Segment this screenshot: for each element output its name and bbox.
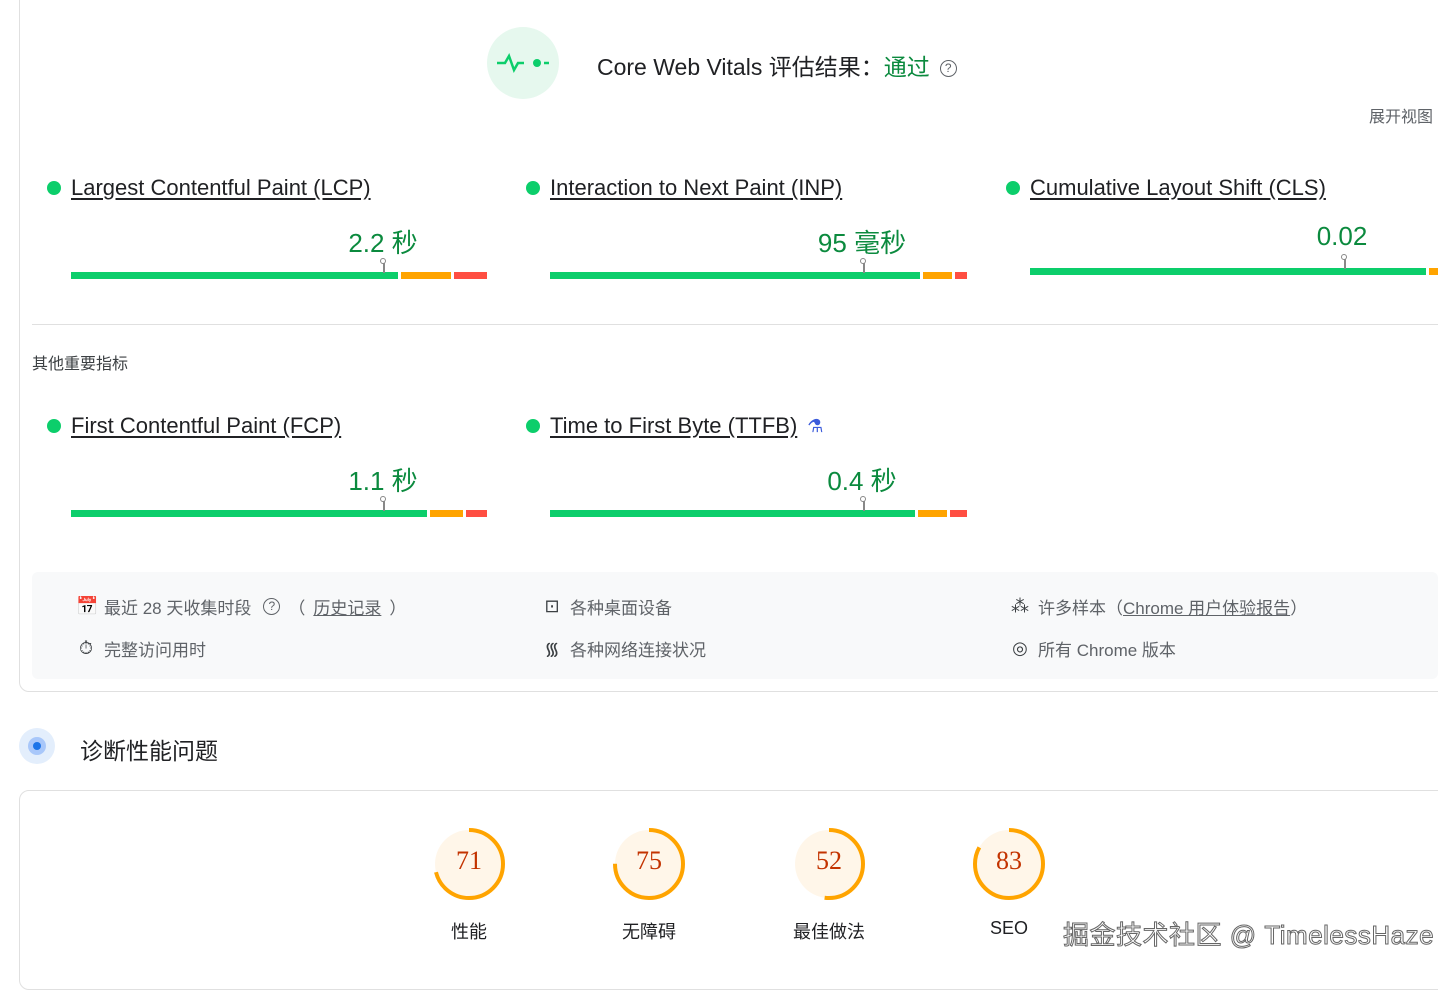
- visit-duration: 完整访问用时: [104, 641, 206, 660]
- p75-marker: [380, 258, 386, 273]
- lighthouse-scores-card: [19, 790, 1438, 990]
- poor-segment: [466, 510, 487, 517]
- chrome-icon: ◎: [1012, 638, 1028, 658]
- good-segment: [550, 272, 920, 279]
- other-metrics-title: 其他重要指标: [32, 356, 129, 373]
- metric-link[interactable]: Time to First Byte (TTFB): [550, 413, 798, 438]
- score-label: 性能: [451, 922, 487, 942]
- crux-link[interactable]: Chrome 用户体验报告: [1123, 599, 1291, 618]
- poor-segment: [950, 510, 967, 517]
- metric-value: 1.1 秒: [348, 466, 418, 496]
- score-gauge[interactable]: 52 最佳做法: [784, 826, 874, 944]
- score-value: 83: [996, 846, 1022, 875]
- metric-link[interactable]: First Contentful Paint (FCP): [71, 413, 342, 438]
- needs-improvement-segment: [430, 510, 464, 517]
- pulse-icon: [487, 27, 559, 99]
- metric-value: 2.2 秒: [348, 228, 418, 258]
- metric-value: 95 毫秒: [817, 228, 907, 258]
- good-status-dot: [526, 181, 540, 195]
- score-ring: [613, 828, 685, 900]
- p75-marker: [859, 258, 866, 273]
- help-circle-icon[interactable]: ?: [939, 60, 957, 78]
- assessment-title: Core Web Vitals 评估结果：通过?: [597, 48, 957, 82]
- network: 各种网络连接状况: [570, 641, 706, 660]
- help-circle-icon[interactable]: ?: [263, 598, 281, 615]
- samples-end: ）: [1290, 599, 1308, 618]
- flask-icon: ⚗: [807, 415, 824, 436]
- devices-icon: ⊡: [544, 596, 560, 616]
- poor-segment: [954, 272, 967, 279]
- needs-improvement-segment: [1428, 268, 1438, 275]
- score-ring: [793, 828, 865, 900]
- needs-improvement-segment: [918, 510, 948, 517]
- p75-marker: [859, 496, 866, 511]
- p75-marker: [380, 496, 386, 511]
- score-label: 无障碍: [622, 922, 676, 942]
- good-segment: [1030, 268, 1426, 275]
- score-ring: [433, 828, 505, 900]
- score-gauge[interactable]: 71 性能: [424, 826, 514, 944]
- network-icon: ᯾: [544, 638, 560, 659]
- distribution-bar: [1030, 254, 1438, 275]
- expand-view-button[interactable]: 展开视图: [1368, 109, 1433, 126]
- p75-marker: [1340, 254, 1347, 269]
- samples: 许多样本（: [1038, 599, 1123, 618]
- good-status-dot: [47, 181, 61, 195]
- needs-improvement-segment: [922, 272, 952, 279]
- metric-cls: Cumulative Layout Shift (CLS) 0.02: [1006, 175, 1438, 275]
- assessment-status: 通过: [883, 54, 930, 80]
- metric-ttfb: Time to First Byte (TTFB) ⚗ 0.4 秒: [526, 413, 967, 517]
- metric-inp: Interaction to Next Paint (INP) 95 毫秒: [526, 175, 967, 279]
- chrome-versions: 所有 Chrome 版本: [1038, 641, 1176, 660]
- score-gauge[interactable]: 83 SEO: [964, 826, 1054, 939]
- paren-close: ）: [389, 599, 407, 618]
- devices: 各种桌面设备: [570, 599, 672, 618]
- score-value: 75: [636, 846, 662, 875]
- good-segment: [71, 510, 428, 517]
- collection-period: 最近 28 天收集时段: [104, 599, 252, 618]
- assessment-label: Core Web Vitals 评估结果：: [597, 54, 884, 80]
- divider: [32, 324, 1438, 325]
- poor-segment: [453, 272, 487, 279]
- watermark: 掘金技术社区 @ TimelessHaze: [1062, 920, 1435, 951]
- distribution-bar: [550, 496, 967, 517]
- calendar-icon: 📅: [76, 596, 99, 616]
- needs-improvement-segment: [401, 272, 451, 279]
- diagnose-icon: [19, 728, 55, 764]
- metric-link[interactable]: Cumulative Layout Shift (CLS): [1030, 175, 1326, 200]
- history-link[interactable]: 历史记录: [313, 599, 382, 618]
- score-gauge[interactable]: 75 无障碍: [604, 826, 694, 944]
- timer-icon: ⏱: [78, 638, 94, 658]
- score-value: 52: [816, 846, 842, 875]
- distribution-bar: [71, 258, 487, 279]
- good-segment: [71, 272, 399, 279]
- metric-link[interactable]: Interaction to Next Paint (INP): [550, 175, 843, 200]
- good-status-dot: [526, 419, 540, 433]
- diagnose-title: 诊断性能问题: [80, 738, 218, 764]
- paren-open: （: [288, 599, 306, 618]
- metric-value: 0.02: [1316, 221, 1368, 251]
- score-value: 71: [456, 846, 482, 875]
- good-segment: [550, 510, 916, 517]
- data-info-panel: 📅 最近 28 天收集时段? （ 历史记录 ） ⏱ 完整访问用时 ⊡ 各种桌面设备 ᯾ 各种网…: [32, 572, 1438, 679]
- metric-lcp: Largest Contentful Paint (LCP) 2.2 秒: [47, 175, 487, 279]
- good-status-dot: [1006, 181, 1020, 195]
- samples-icon: ⁂: [1011, 596, 1029, 616]
- metric-value: 0.4 秒: [827, 466, 897, 496]
- score-ring: [973, 828, 1045, 900]
- metric-link[interactable]: Largest Contentful Paint (LCP): [71, 175, 371, 200]
- good-status-dot: [47, 419, 61, 433]
- core-web-vitals-card: [19, 0, 1438, 692]
- score-label: SEO: [989, 918, 1028, 938]
- score-label: 最佳做法: [793, 922, 865, 942]
- distribution-bar: [71, 496, 487, 517]
- metric-fcp: First Contentful Paint (FCP) 1.1 秒: [47, 413, 487, 517]
- distribution-bar: [550, 258, 967, 279]
